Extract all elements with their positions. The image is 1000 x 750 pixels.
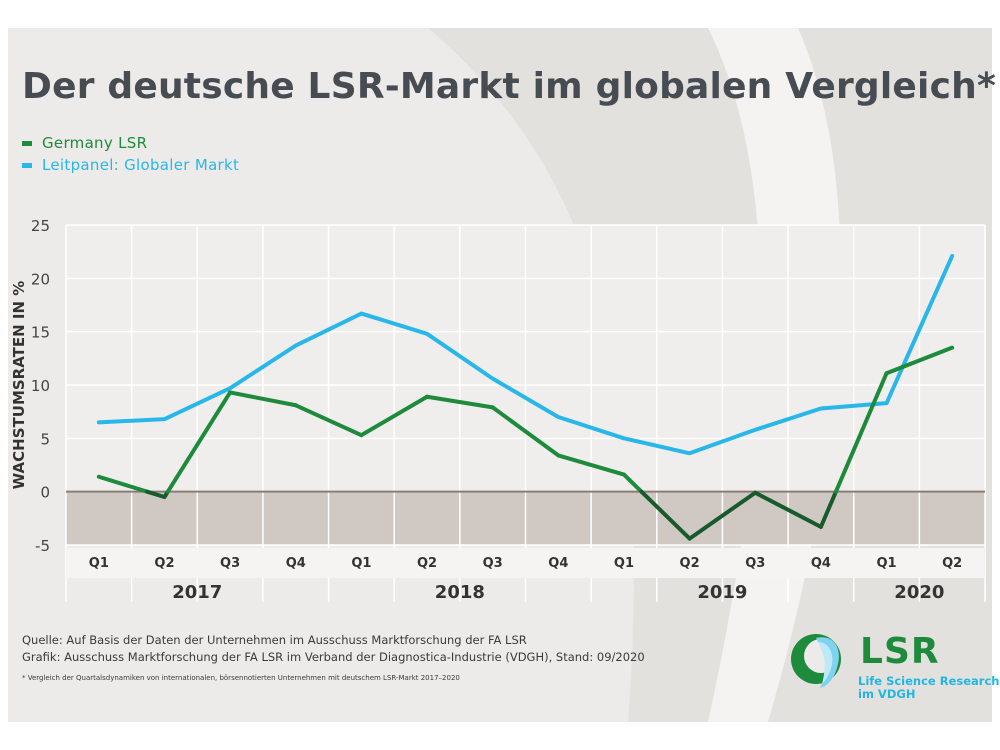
year-label: 2019 <box>697 582 747 603</box>
series-segment-germany <box>639 489 692 541</box>
x-tick-label: Q4 <box>286 556 306 571</box>
series-segment-germany <box>556 453 626 477</box>
series-segment-germany <box>818 489 838 529</box>
x-tick-label: Q2 <box>680 556 700 571</box>
x-tick-label: Q4 <box>811 556 831 571</box>
logo-subtitle: Life Science Research im VDGH <box>858 675 999 701</box>
year-label: 2020 <box>894 582 944 603</box>
series-line-global <box>96 253 955 456</box>
x-tick-label: Q1 <box>89 556 109 571</box>
year-label: 2018 <box>435 582 485 603</box>
legend-swatch-global <box>22 162 32 168</box>
lsr-logo-icon <box>791 634 841 688</box>
logo-wordmark: LSR <box>860 631 940 672</box>
chart-title: Der deutsche LSR-Markt im globalen Vergl… <box>22 66 996 107</box>
line-chart: 25 20 15 10 5 0 -5 WACHSTUMSRATEN IN % Q1 Q2 Q3 Q4 Q… <box>10 217 986 603</box>
x-tick-label: Q1 <box>351 556 371 571</box>
x-tick-label: Q3 <box>220 556 240 571</box>
series-segment-germany <box>687 490 758 541</box>
series-segment-germany <box>228 390 298 408</box>
series-segment-germany <box>490 405 561 458</box>
x-tick-label: Q3 <box>745 556 765 571</box>
y-tick-label: 20 <box>31 270 50 288</box>
legend-label-germany: Germany LSR <box>42 134 148 152</box>
series-segment-germany <box>884 345 955 376</box>
y-tick-label: 25 <box>31 217 50 235</box>
footnote-text: * Vergleich der Quartalsdynamiken von in… <box>22 674 460 682</box>
year-label: 2017 <box>172 582 222 603</box>
legend-label-global: Leitpanel: Globaler Markt <box>42 156 240 174</box>
x-tick-label: Q4 <box>548 556 568 571</box>
y-tick-label: -5 <box>35 537 50 555</box>
legend: Germany LSR Leitpanel: Globaler Markt <box>22 132 239 176</box>
logo-subtitle-line1: Life Science Research <box>858 674 1000 688</box>
legend-item-global: Leitpanel: Globaler Markt <box>22 154 239 176</box>
x-tick-label: Q1 <box>876 556 896 571</box>
series-segment-germany <box>833 371 889 494</box>
y-tick-label: 0 <box>40 484 50 502</box>
series-segment-germany <box>293 403 364 438</box>
source-block: Quelle: Auf Basis der Daten der Unterneh… <box>22 632 645 682</box>
y-tick-label: 15 <box>31 324 50 342</box>
legend-swatch-germany <box>22 140 32 146</box>
x-tick-label: Q3 <box>483 556 503 571</box>
series-segment-germany <box>96 474 150 494</box>
x-tick-label: Q2 <box>942 556 962 571</box>
x-tick-label: Q1 <box>614 556 634 571</box>
y-axis-label: WACHSTUMSRATEN IN % <box>10 281 28 490</box>
series-segment-germany <box>145 489 167 499</box>
legend-item-germany: Germany LSR <box>22 132 239 154</box>
x-tick-label: Q2 <box>417 556 437 571</box>
series-segment-germany <box>621 472 644 494</box>
x-tick-label: Q2 <box>154 556 174 571</box>
y-tick-label: 10 <box>31 377 50 395</box>
y-tick-label: 5 <box>40 430 50 448</box>
source-text: Quelle: Auf Basis der Daten der Unterneh… <box>22 633 527 647</box>
series-segment-germany <box>425 394 495 410</box>
series-segment-germany <box>359 394 430 438</box>
graphic-credit-text: Grafik: Ausschuss Marktforschung der FA … <box>22 650 645 664</box>
logo-subtitle-line2: im VDGH <box>858 687 916 701</box>
quarter-label-band <box>66 548 985 578</box>
series-segment-germany <box>753 490 823 529</box>
series-segment-germany <box>165 390 233 494</box>
